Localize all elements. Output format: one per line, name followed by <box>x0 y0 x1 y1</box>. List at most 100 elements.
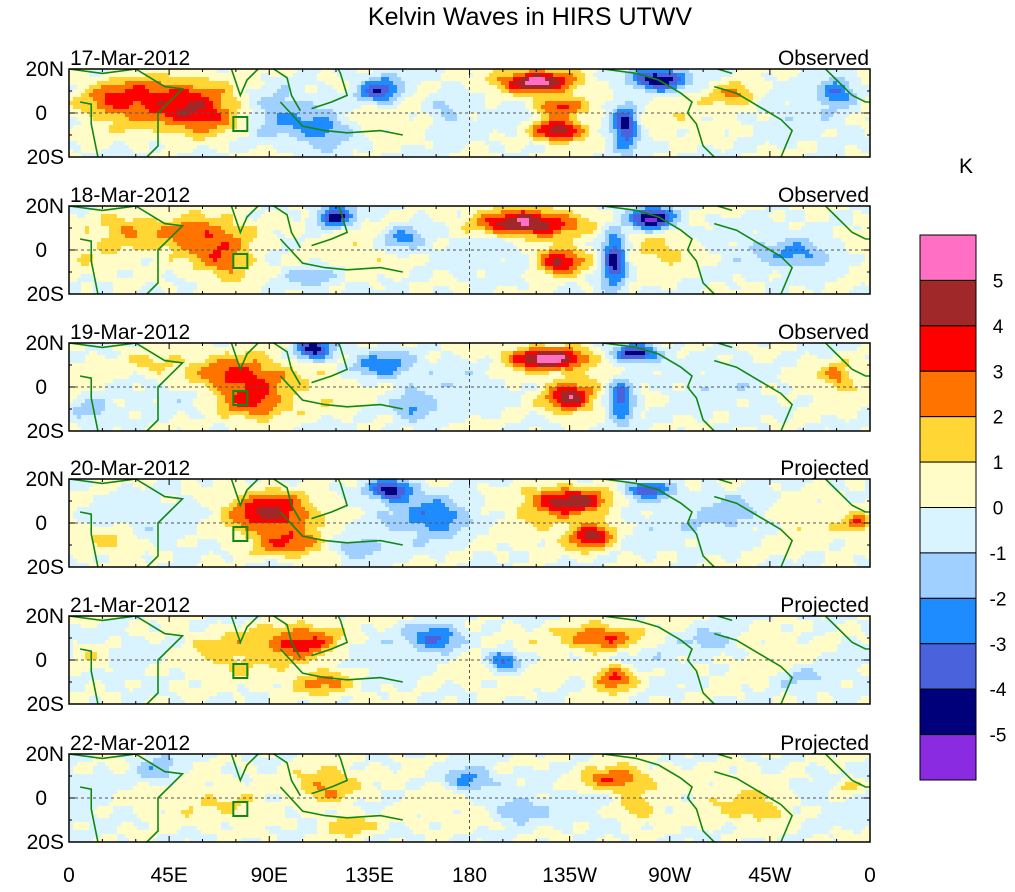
field-cell <box>601 137 606 142</box>
field-cell <box>505 97 510 102</box>
field-cell <box>85 97 90 102</box>
field-cell <box>801 97 806 102</box>
field-cell <box>73 77 78 82</box>
field-cell <box>765 85 770 90</box>
field-cell <box>641 133 646 138</box>
field-cell <box>485 141 490 146</box>
field-cell <box>537 101 542 106</box>
field-cell <box>161 141 166 146</box>
field-cell <box>365 141 370 146</box>
field-cell <box>153 137 158 142</box>
field-cell <box>269 89 274 94</box>
field-cell <box>137 125 142 130</box>
field-cell <box>421 81 426 86</box>
field-cell <box>461 97 466 102</box>
field-cell <box>445 77 450 82</box>
field-cell <box>537 125 542 130</box>
field-cell <box>861 133 866 138</box>
field-cell <box>441 149 446 154</box>
field-cell <box>721 121 726 126</box>
field-cell <box>329 105 334 110</box>
field-cell <box>633 81 638 86</box>
field-cell <box>97 113 102 118</box>
field-cell <box>701 81 706 86</box>
field-cell <box>833 89 838 94</box>
field-cell <box>685 117 690 122</box>
field-cell <box>121 97 126 102</box>
field-cell <box>649 145 654 150</box>
field-cell <box>565 125 570 130</box>
field-cell <box>249 97 254 102</box>
field-cell <box>249 101 254 106</box>
field-cell <box>361 105 366 110</box>
field-cell <box>77 149 82 154</box>
field-cell <box>193 137 198 142</box>
field-cell <box>361 73 366 78</box>
field-cell <box>337 137 342 142</box>
field-cell <box>661 77 666 82</box>
field-cell <box>373 125 378 130</box>
field-cell <box>497 121 502 126</box>
field-cell <box>857 101 862 106</box>
field-cell <box>277 117 282 122</box>
field-cell <box>437 141 442 146</box>
field-cell <box>457 149 462 154</box>
field-cell <box>613 137 618 142</box>
field-cell <box>841 121 846 126</box>
field-cell <box>577 117 582 122</box>
field-cell <box>301 129 306 134</box>
field-cell <box>473 129 478 134</box>
field-cell <box>553 149 558 154</box>
field-cell <box>525 133 530 138</box>
field-cell <box>205 141 210 146</box>
field-cell <box>413 133 418 138</box>
field-cell <box>769 101 774 106</box>
field-cell <box>789 145 794 150</box>
field-cell <box>649 117 654 122</box>
field-cell <box>229 85 234 90</box>
field-cell <box>549 210 554 215</box>
field-cell <box>653 125 658 130</box>
field-cell <box>433 113 438 118</box>
field-cell <box>541 97 546 102</box>
field-cell <box>101 89 106 94</box>
field-cell <box>573 89 578 94</box>
field-cell <box>425 141 430 146</box>
field-cell <box>821 149 826 154</box>
field-cell <box>813 89 818 94</box>
field-cell <box>629 105 634 110</box>
field-cell <box>661 101 666 106</box>
field-cell <box>185 210 190 215</box>
field-cell <box>617 137 622 142</box>
field-cell <box>825 89 830 94</box>
field-cell <box>685 101 690 106</box>
field-cell <box>153 117 158 122</box>
field-cell <box>189 93 194 98</box>
field-cell <box>681 145 686 150</box>
field-cell <box>129 214 134 219</box>
field-cell <box>801 85 806 90</box>
field-cell <box>73 85 78 90</box>
field-cell <box>525 129 530 134</box>
field-cell <box>593 101 598 106</box>
field-cell <box>117 101 122 106</box>
field-cell <box>413 113 418 118</box>
field-cell <box>449 81 454 86</box>
field-cell <box>221 141 226 146</box>
field-cell <box>301 105 306 110</box>
field-cell <box>77 105 82 110</box>
field-cell <box>797 81 802 86</box>
field-cell <box>621 89 626 94</box>
field-cell <box>681 141 686 146</box>
field-cell <box>329 73 334 78</box>
field-cell <box>665 117 670 122</box>
field-cell <box>721 73 726 78</box>
field-cell <box>365 117 370 122</box>
field-cell <box>617 125 622 130</box>
field-cell <box>173 210 178 215</box>
field-cell <box>585 125 590 130</box>
field-cell <box>117 149 122 154</box>
field-cell <box>249 93 254 98</box>
field-cell <box>757 89 762 94</box>
field-cell <box>805 77 810 82</box>
